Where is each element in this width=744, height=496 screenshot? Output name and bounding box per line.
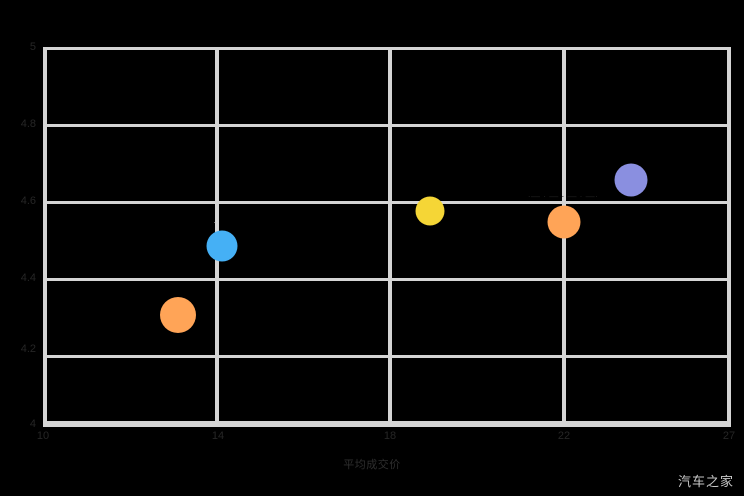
data-point-annotation: ·— · — · — · —·: [527, 191, 599, 201]
y-tick-label: 4.2: [20, 343, 36, 355]
x-tick-label: 27: [722, 430, 736, 442]
gridline-horizontal: [43, 201, 731, 204]
gridline-vertical: [388, 47, 392, 424]
y-axis-line: [43, 47, 47, 427]
y-tick-label: 4.8: [20, 118, 36, 130]
x-axis-title: 平均成交价: [343, 459, 401, 471]
gridline-horizontal: [43, 124, 731, 127]
data-point-annotation: ·: [213, 217, 217, 227]
x-tick-label: 18: [383, 430, 397, 442]
gridline-horizontal: [43, 278, 731, 281]
gridline-horizontal: [43, 355, 731, 358]
y-tick-label: 4: [29, 418, 36, 430]
y-tick-label: 4.4: [20, 272, 36, 284]
x-tick-label: 10: [36, 430, 50, 442]
plot-area: [43, 47, 731, 424]
y-tick-label: 5: [29, 41, 36, 53]
x-axis-line: [43, 424, 731, 427]
gridline-horizontal: [43, 47, 731, 50]
gridline-vertical: [727, 47, 731, 424]
y-tick-label: 4.6: [20, 195, 36, 207]
data-point-1[interactable]: [160, 297, 196, 333]
data-point-5[interactable]: [614, 163, 648, 197]
x-tick-label: 14: [211, 430, 225, 442]
watermark: 汽车之家: [677, 475, 734, 490]
data-point-4[interactable]: [547, 205, 581, 239]
data-point-3[interactable]: [415, 196, 445, 226]
data-point-2[interactable]: [206, 230, 238, 262]
x-tick-label: 22: [557, 430, 571, 442]
gridline-horizontal: [43, 421, 731, 424]
